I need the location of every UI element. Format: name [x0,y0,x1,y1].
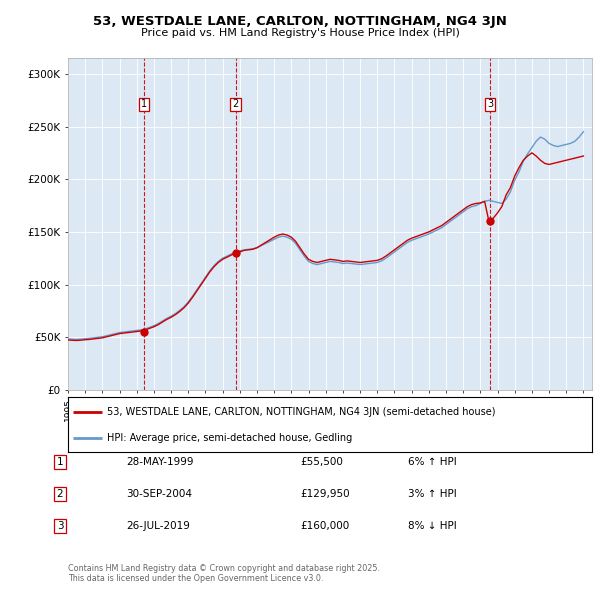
Text: 3: 3 [487,100,493,110]
Text: £160,000: £160,000 [300,521,349,531]
Text: 53, WESTDALE LANE, CARLTON, NOTTINGHAM, NG4 3JN: 53, WESTDALE LANE, CARLTON, NOTTINGHAM, … [93,15,507,28]
Text: 30-SEP-2004: 30-SEP-2004 [126,489,192,499]
Text: 2: 2 [56,489,64,499]
Text: 3% ↑ HPI: 3% ↑ HPI [408,489,457,499]
Text: 2: 2 [232,100,239,110]
Text: 26-JUL-2019: 26-JUL-2019 [126,521,190,531]
Text: 28-MAY-1999: 28-MAY-1999 [126,457,193,467]
Text: £129,950: £129,950 [300,489,350,499]
Text: 1: 1 [141,100,147,110]
Text: HPI: Average price, semi-detached house, Gedling: HPI: Average price, semi-detached house,… [107,433,353,443]
Text: Price paid vs. HM Land Registry's House Price Index (HPI): Price paid vs. HM Land Registry's House … [140,28,460,38]
Text: Contains HM Land Registry data © Crown copyright and database right 2025.
This d: Contains HM Land Registry data © Crown c… [68,563,380,583]
Text: £55,500: £55,500 [300,457,343,467]
Text: 8% ↓ HPI: 8% ↓ HPI [408,521,457,531]
Text: 1: 1 [56,457,64,467]
Text: 53, WESTDALE LANE, CARLTON, NOTTINGHAM, NG4 3JN (semi-detached house): 53, WESTDALE LANE, CARLTON, NOTTINGHAM, … [107,408,496,417]
Text: 3: 3 [56,521,64,531]
Text: 6% ↑ HPI: 6% ↑ HPI [408,457,457,467]
